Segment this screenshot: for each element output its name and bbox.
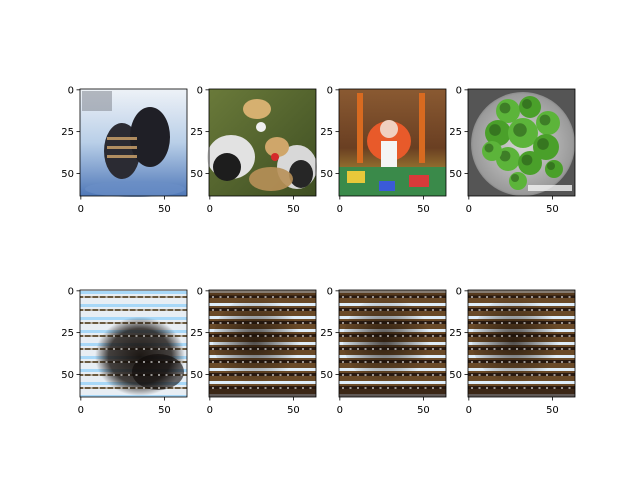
input-image	[468, 89, 575, 196]
y-tick-label: 25	[449, 328, 462, 339]
x-tick-label: 0	[466, 405, 472, 416]
input-image	[80, 89, 187, 197]
x-tick-label: 0	[337, 405, 343, 416]
y-tick-label: 0	[197, 85, 203, 96]
x-tick-label: 50	[546, 405, 559, 416]
x-tick-label: 0	[78, 405, 84, 416]
image-panel: 0 50 0 25 50	[190, 85, 317, 215]
y-tick-label: 25	[320, 127, 333, 138]
y-tick-label: 50	[449, 169, 462, 180]
x-tick-label: 0	[466, 204, 472, 215]
image-panel: 0 50 0 25 50	[449, 85, 576, 215]
panels-group: 0 50 0 25 50 0 50 0 25 50 0 50 0 25 50 0 50 0 25 50 0 50 0 25 50…	[61, 85, 576, 416]
y-tick-label: 50	[61, 370, 74, 381]
x-tick-label: 50	[158, 204, 171, 215]
y-tick-label: 50	[320, 370, 333, 381]
reconstructed-image	[80, 290, 190, 397]
axes-frame	[338, 289, 447, 398]
y-tick-label: 25	[190, 328, 203, 339]
reconstructed-image	[339, 290, 446, 397]
y-tick-label: 0	[327, 286, 333, 297]
x-tick-label: 0	[207, 204, 213, 215]
image-panel: 0 50 0 25 50	[61, 85, 188, 215]
x-tick-label: 50	[546, 204, 559, 215]
y-tick-label: 0	[68, 85, 74, 96]
reconstructed-image	[468, 290, 575, 397]
y-tick-label: 0	[197, 286, 203, 297]
y-tick-label: 50	[190, 169, 203, 180]
axes-frame	[208, 88, 317, 197]
y-tick-label: 50	[61, 169, 74, 180]
image-panel: 0 50 0 25 50	[61, 286, 190, 416]
input-image	[339, 89, 446, 196]
y-tick-label: 25	[320, 328, 333, 339]
image-panel: 0 50 0 25 50	[449, 286, 576, 416]
axes-frame	[467, 88, 576, 197]
y-tick-label: 25	[61, 127, 74, 138]
y-tick-label: 25	[449, 127, 462, 138]
axes-frame	[79, 88, 188, 197]
y-tick-label: 25	[190, 127, 203, 138]
axes-frame	[208, 289, 317, 398]
axes-frame	[338, 88, 447, 197]
x-tick-label: 0	[78, 204, 84, 215]
image-panel: 0 50 0 25 50	[320, 85, 447, 215]
image-panel: 0 50 0 25 50	[320, 286, 447, 416]
y-tick-label: 25	[61, 328, 74, 339]
x-tick-label: 50	[417, 204, 430, 215]
y-tick-label: 0	[456, 286, 462, 297]
input-image	[207, 89, 317, 196]
reconstructed-image	[209, 290, 316, 397]
x-tick-label: 50	[287, 204, 300, 215]
image-panel: 0 50 0 25 50	[190, 286, 317, 416]
y-tick-label: 0	[68, 286, 74, 297]
y-tick-label: 50	[190, 370, 203, 381]
x-tick-label: 0	[207, 405, 213, 416]
y-tick-label: 50	[449, 370, 462, 381]
axes-frame	[79, 289, 188, 398]
y-tick-label: 0	[327, 85, 333, 96]
x-tick-label: 0	[337, 204, 343, 215]
y-tick-label: 0	[456, 85, 462, 96]
x-tick-label: 50	[417, 405, 430, 416]
x-tick-label: 50	[158, 405, 171, 416]
y-tick-label: 50	[320, 169, 333, 180]
axes-frame	[467, 289, 576, 398]
x-tick-label: 50	[287, 405, 300, 416]
